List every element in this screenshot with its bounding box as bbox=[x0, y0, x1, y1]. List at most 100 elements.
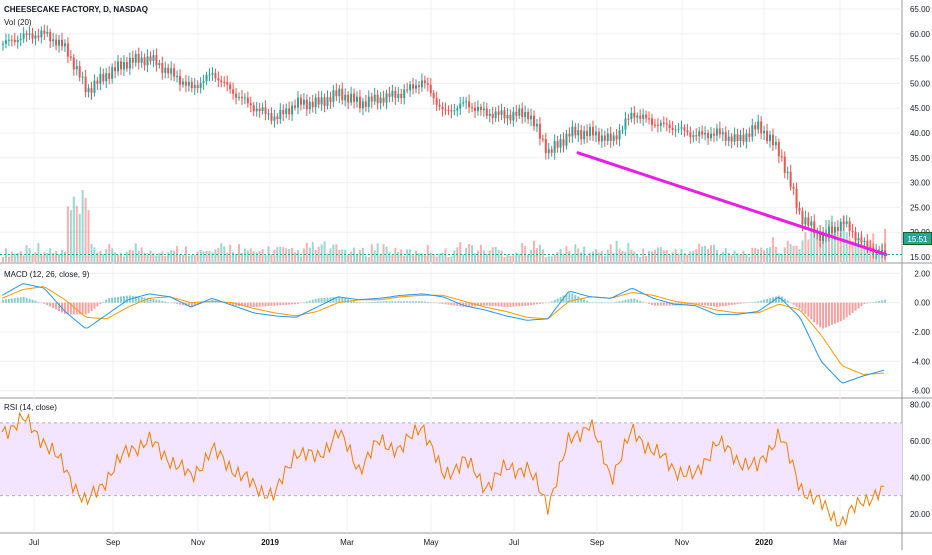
candle-body bbox=[199, 82, 202, 89]
candle-body bbox=[553, 141, 556, 153]
volume-bar bbox=[426, 244, 429, 262]
volume-bar bbox=[40, 254, 43, 262]
macd-histogram-bar bbox=[606, 302, 609, 304]
volume-bar bbox=[361, 247, 364, 262]
macd-histogram-bar bbox=[792, 302, 795, 305]
volume-bar bbox=[403, 255, 406, 262]
candle-body bbox=[320, 97, 323, 105]
macd-histogram-bar bbox=[391, 301, 394, 303]
candle-body bbox=[842, 221, 845, 224]
volume-bar bbox=[845, 232, 848, 262]
macd-histogram-bar bbox=[848, 302, 851, 316]
macd-histogram-bar bbox=[574, 294, 577, 303]
macd-histogram-bar bbox=[314, 298, 317, 303]
candle-body bbox=[538, 123, 541, 139]
volume-bar bbox=[597, 252, 600, 262]
candle-body bbox=[845, 221, 848, 224]
volume-bar bbox=[143, 252, 146, 262]
volume-bar bbox=[382, 244, 385, 262]
candle-body bbox=[294, 105, 297, 108]
volume-bar bbox=[149, 250, 152, 262]
volume-bar bbox=[353, 247, 356, 262]
volume-bar bbox=[780, 253, 783, 262]
candle-body bbox=[243, 97, 246, 99]
macd-histogram-bar bbox=[161, 300, 164, 303]
volume-bar bbox=[285, 248, 288, 262]
volume-bar bbox=[105, 249, 108, 262]
volume-bar bbox=[146, 253, 149, 262]
candle-body bbox=[680, 127, 683, 129]
candle-body bbox=[31, 33, 34, 39]
candle-body bbox=[727, 136, 730, 141]
volume-bar bbox=[482, 250, 485, 262]
macd-histogram-bar bbox=[379, 301, 382, 303]
volume-bar bbox=[122, 256, 125, 262]
candle-body bbox=[771, 134, 774, 146]
volume-bar bbox=[804, 232, 807, 262]
macd-histogram-bar bbox=[370, 301, 373, 303]
macd-histogram-bar bbox=[232, 302, 235, 306]
volume-bar bbox=[373, 250, 376, 262]
volume-bar bbox=[878, 249, 881, 262]
volume-bar bbox=[229, 244, 232, 262]
price-tick-label: 45.00 bbox=[910, 104, 931, 113]
candle-body bbox=[636, 115, 639, 118]
volume-bar bbox=[164, 255, 167, 262]
macd-histogram-bar bbox=[801, 302, 804, 312]
volume-bar bbox=[28, 248, 31, 262]
volume-bar bbox=[680, 249, 683, 262]
macd-histogram-bar bbox=[627, 299, 630, 303]
volume-bar bbox=[580, 252, 583, 262]
macd-histogram-bar bbox=[282, 302, 285, 306]
macd-histogram-bar bbox=[653, 302, 656, 306]
volume-bar bbox=[220, 243, 223, 262]
macd-histogram-bar bbox=[270, 302, 273, 306]
volume-bar bbox=[2, 257, 4, 262]
candle-body bbox=[795, 188, 798, 208]
macd-histogram-bar bbox=[559, 297, 562, 303]
price-tick-label: 25.00 bbox=[910, 203, 931, 212]
candle-body bbox=[453, 110, 456, 112]
volume-bar bbox=[509, 255, 512, 262]
macd-histogram-bar bbox=[754, 301, 757, 303]
volume-bar bbox=[406, 249, 409, 262]
volume-bar bbox=[468, 244, 471, 262]
candle-body bbox=[311, 101, 314, 108]
candle-body bbox=[40, 30, 43, 38]
macd-histogram-bar bbox=[476, 302, 479, 307]
macd-histogram-bar bbox=[72, 302, 75, 315]
candle-body bbox=[356, 96, 358, 102]
candle-body bbox=[93, 80, 96, 93]
volume-bar bbox=[801, 240, 804, 262]
candle-body bbox=[810, 221, 813, 226]
candle-body bbox=[603, 135, 606, 141]
volume-bar bbox=[22, 255, 25, 262]
volume-bar bbox=[444, 248, 447, 262]
macd-histogram-bar bbox=[397, 301, 400, 303]
macd-histogram-bar bbox=[364, 302, 367, 303]
candle-body bbox=[22, 33, 25, 39]
candle-body bbox=[285, 108, 288, 115]
macd-histogram-bar bbox=[718, 302, 721, 307]
price-tick-label: 55.00 bbox=[910, 55, 931, 64]
candle-body bbox=[786, 171, 789, 173]
candle-body bbox=[4, 40, 7, 44]
macd-histogram-bar bbox=[506, 302, 509, 308]
candle-body bbox=[621, 129, 624, 131]
candle-body bbox=[332, 90, 335, 102]
volume-bar bbox=[538, 244, 541, 262]
volume-bar bbox=[833, 233, 836, 262]
volume-bar bbox=[291, 248, 294, 262]
macd-histogram-bar bbox=[621, 300, 624, 303]
volume-bar bbox=[571, 254, 574, 262]
macd-histogram-bar bbox=[869, 302, 872, 304]
candle-body bbox=[297, 97, 299, 108]
x-tick-label: 2020 bbox=[755, 538, 773, 547]
volume-bar bbox=[627, 243, 630, 262]
candle-body bbox=[592, 127, 594, 136]
volume-bar bbox=[61, 249, 63, 262]
volume-bar bbox=[721, 251, 724, 262]
candle-body bbox=[55, 39, 58, 46]
